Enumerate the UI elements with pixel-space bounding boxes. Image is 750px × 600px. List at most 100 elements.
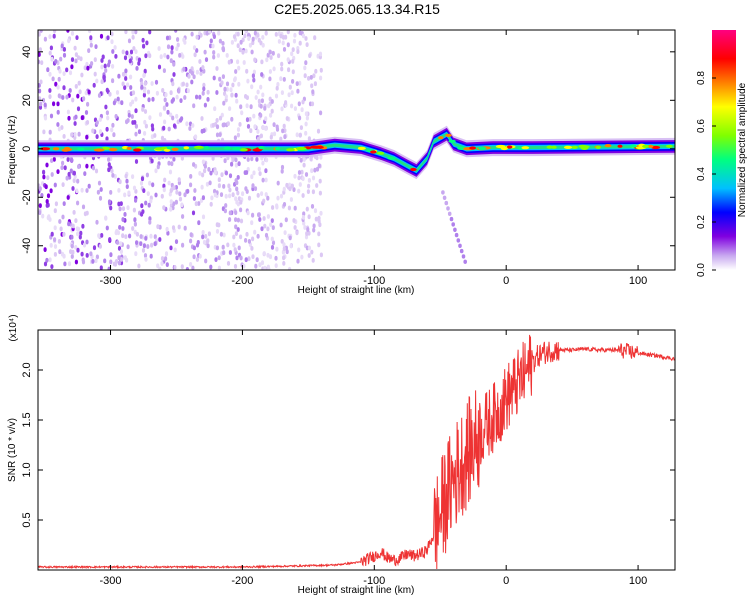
noise-speckle [215, 245, 219, 251]
noise-speckle [71, 186, 75, 191]
noise-speckle [162, 183, 166, 189]
noise-speckle [307, 253, 311, 258]
noise-speckle [42, 174, 46, 180]
noise-speckle [82, 96, 86, 102]
noise-speckle [310, 101, 315, 107]
noise-speckle [117, 255, 121, 261]
noise-speckle [315, 155, 319, 161]
noise-speckle [219, 192, 224, 198]
noise-speckle [106, 35, 110, 41]
noise-speckle [312, 73, 316, 79]
noise-speckle [260, 98, 264, 104]
noise-speckle [108, 237, 112, 242]
colorbar-ticks: 0.0 0.2 0.4 0.6 0.8 [696, 71, 716, 277]
noise-speckle [159, 54, 163, 60]
noise-speckle [303, 225, 307, 230]
noise-speckle [308, 53, 312, 58]
noise-speckle [46, 175, 50, 181]
noise-speckle [260, 260, 265, 266]
noise-speckle [181, 81, 185, 87]
noise-speckle [288, 186, 292, 192]
noise-speckle [236, 190, 240, 196]
noise-speckle [228, 173, 233, 179]
noise-speckle [165, 262, 169, 267]
noise-speckle [251, 183, 255, 189]
noise-speckle [224, 203, 228, 208]
noise-speckle [178, 196, 183, 202]
noise-speckle [233, 264, 238, 269]
band-hotspot [546, 145, 553, 149]
noise-speckle [140, 84, 144, 90]
noise-speckle [46, 67, 50, 73]
noise-speckle [153, 234, 157, 240]
noise-speckle [319, 154, 323, 160]
noise-speckle [190, 79, 194, 85]
noise-speckle [71, 223, 75, 229]
noise-speckle [181, 242, 185, 248]
y-tick-label: 1.5 [21, 412, 33, 427]
noise-speckle [247, 256, 251, 262]
noise-speckle [111, 49, 115, 54]
noise-speckle [301, 99, 305, 105]
noise-speckle [265, 157, 269, 163]
noise-speckle [87, 89, 91, 95]
noise-speckle [235, 255, 239, 261]
noise-speckle [89, 42, 93, 48]
noise-speckle [209, 264, 213, 270]
noise-speckle [98, 117, 102, 122]
noise-speckle [70, 57, 75, 62]
noise-speckle [239, 234, 243, 240]
noise-speckle [100, 64, 104, 70]
y-tick-label: 40 [21, 46, 33, 58]
noise-speckle [99, 33, 104, 39]
noise-speckle [280, 66, 284, 72]
noise-speckle [253, 186, 258, 192]
noise-speckle [286, 30, 290, 35]
noise-speckle [67, 171, 71, 177]
noise-speckle [192, 254, 196, 260]
noise-speckle [280, 164, 285, 170]
noise-speckle [59, 56, 63, 62]
noise-speckle [195, 48, 199, 53]
band-hotspot [223, 146, 232, 150]
noise-speckle [38, 59, 41, 65]
spectrogram-x-label: Height of straight line (km) [298, 285, 415, 296]
noise-speckle [217, 255, 221, 261]
noise-speckle [293, 173, 297, 179]
noise-speckle [305, 115, 309, 121]
noise-speckle [228, 250, 232, 255]
snr-x-label: Height of straight line (km) [298, 585, 415, 596]
noise-speckle [41, 97, 46, 103]
noise-speckle [131, 34, 135, 40]
noise-speckle [220, 112, 224, 118]
noise-speckle [38, 47, 43, 53]
noise-speckle [258, 171, 262, 177]
noise-speckle [198, 59, 202, 64]
noise-speckle [141, 37, 145, 43]
noise-speckle [168, 169, 173, 175]
noise-speckle [189, 174, 193, 179]
noise-speckle [302, 211, 306, 217]
noise-speckle [304, 172, 309, 177]
branch-speckle [459, 248, 464, 254]
noise-speckle [114, 54, 118, 59]
noise-speckle [50, 158, 54, 164]
noise-speckle [234, 231, 238, 237]
band-hotspot [357, 146, 366, 150]
colorbar-gradient [712, 30, 736, 270]
noise-speckle [222, 250, 226, 256]
noise-speckle [270, 108, 274, 114]
noise-speckle [53, 252, 58, 257]
noise-speckle [148, 180, 152, 186]
noise-speckle [183, 40, 187, 45]
noise-speckle [217, 222, 221, 228]
noise-speckle [71, 97, 75, 103]
noise-speckle [132, 185, 137, 191]
noise-speckle [293, 106, 297, 111]
band-hotspot [274, 147, 281, 151]
noise-speckle [117, 201, 121, 207]
noise-speckle [173, 247, 177, 253]
noise-speckle [117, 188, 121, 193]
noise-speckle [135, 66, 139, 71]
band-hotspot [77, 147, 85, 151]
